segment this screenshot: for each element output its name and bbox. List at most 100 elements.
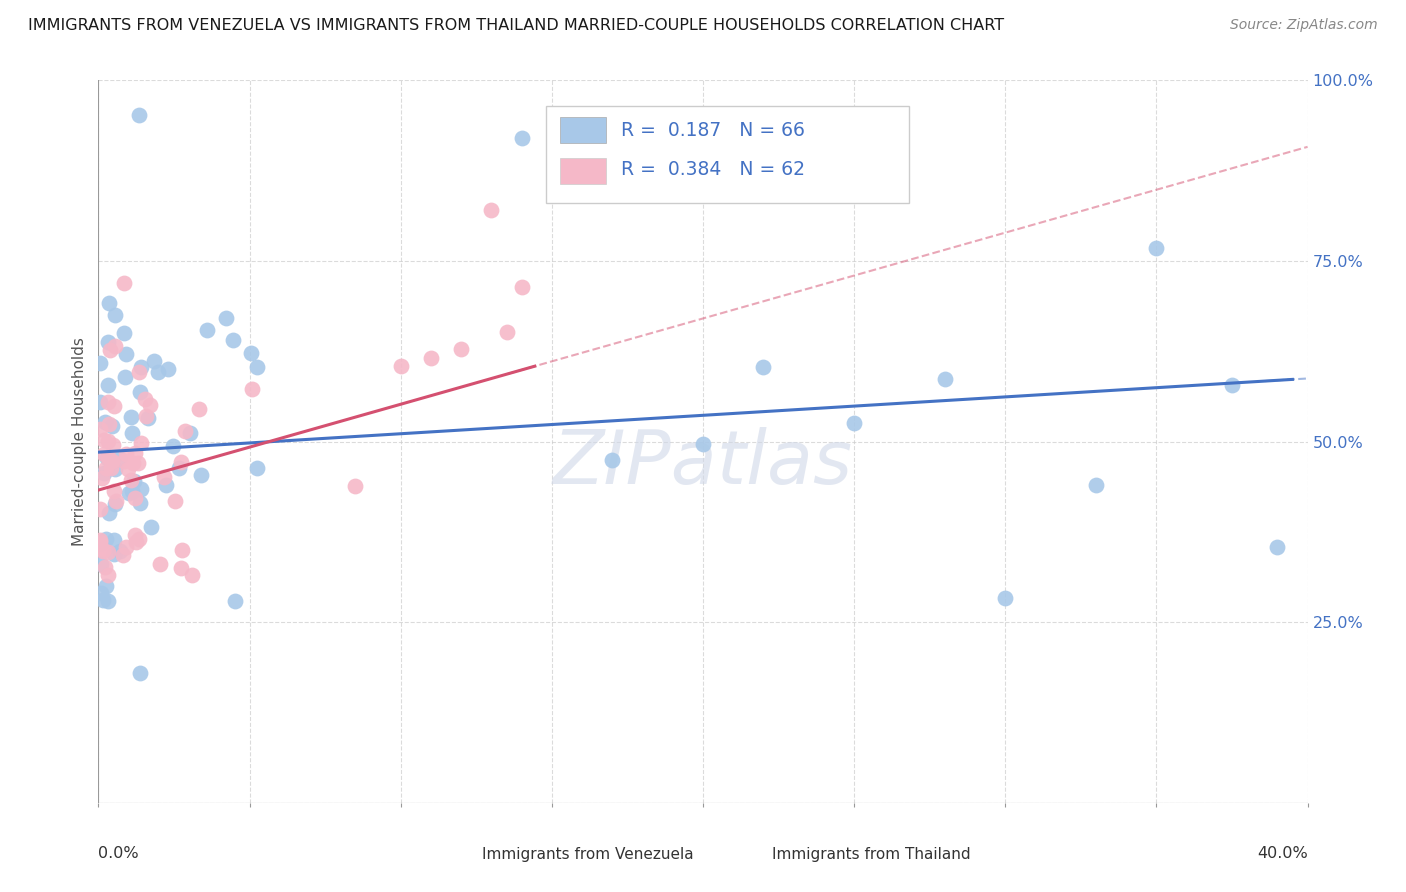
Point [103,399,125,413]
Point [162,439,184,453]
Point [91,471,114,485]
Point [174,424,197,438]
Point [97,377,120,392]
Point [97,567,120,582]
Point [94,415,117,429]
Point [97,545,120,559]
Text: ZIPatlas: ZIPatlas [553,427,853,500]
Point [135,409,157,424]
Point [1220,378,1243,392]
Point [115,347,138,361]
Point [101,454,124,468]
Point [94,559,117,574]
Point [103,547,125,561]
Point [134,392,156,407]
Point [128,665,150,680]
Point [510,131,533,145]
Point [94,532,117,546]
FancyBboxPatch shape [546,105,908,203]
Point [139,520,162,534]
Point [420,351,443,365]
Point [163,494,186,508]
Point [131,359,153,374]
Point [100,454,122,468]
Point [1085,478,1108,492]
Point [143,353,166,368]
Point [103,484,125,499]
Point [97,296,120,310]
Point [246,360,269,375]
Point [97,434,120,449]
Point [602,453,624,467]
Point [120,473,142,487]
Point [112,454,135,468]
Point [98,417,121,431]
FancyBboxPatch shape [437,843,474,866]
Point [994,591,1017,605]
Point [124,491,146,505]
Point [510,279,533,293]
Point [97,395,120,409]
Point [104,308,127,322]
Text: Immigrants from Venezuela: Immigrants from Venezuela [482,847,693,863]
Point [344,479,367,493]
FancyBboxPatch shape [561,117,606,143]
Text: IMMIGRANTS FROM VENEZUELA VS IMMIGRANTS FROM THAILAND MARRIED-COUPLE HOUSEHOLDS : IMMIGRANTS FROM VENEZUELA VS IMMIGRANTS … [28,18,1004,33]
Point [112,326,135,341]
Point [114,447,136,461]
Point [100,461,122,475]
Point [389,359,412,374]
Point [129,482,152,496]
Point [692,437,714,451]
Point [115,541,138,555]
Point [90,541,112,556]
Point [127,456,149,470]
Point [104,462,127,476]
Point [108,544,131,558]
Point [98,343,121,357]
Point [94,578,117,592]
Point [752,359,775,374]
Point [124,446,146,460]
Point [481,203,503,218]
Point [105,494,128,508]
Text: R =  0.187   N = 66: R = 0.187 N = 66 [621,120,804,140]
Text: Source: ZipAtlas.com: Source: ZipAtlas.com [1230,18,1378,32]
Point [104,339,127,353]
Point [172,543,194,558]
Point [240,382,263,396]
Point [124,474,146,488]
Point [124,528,146,542]
Point [149,557,172,571]
Text: 40.0%: 40.0% [1257,847,1308,861]
Point [157,362,180,376]
Point [89,535,111,549]
Point [108,451,131,466]
Point [128,365,150,379]
Point [89,502,111,516]
Point [93,447,115,461]
Point [97,450,120,464]
Point [114,276,136,290]
Point [103,533,125,548]
Point [190,467,212,482]
Point [129,435,152,450]
Point [90,558,112,572]
Point [146,365,169,379]
Point [450,343,472,357]
Point [1267,540,1289,554]
Point [195,323,218,337]
Point [128,107,150,121]
Point [90,536,112,550]
Point [104,497,127,511]
Text: R =  0.384   N = 62: R = 0.384 N = 62 [621,161,804,179]
Point [98,507,121,521]
Point [187,402,209,417]
Point [103,437,125,451]
Point [139,398,162,412]
Point [844,416,866,430]
Text: Immigrants from Thailand: Immigrants from Thailand [772,847,970,863]
Point [155,477,177,491]
Point [1146,241,1168,255]
Point [495,326,517,340]
